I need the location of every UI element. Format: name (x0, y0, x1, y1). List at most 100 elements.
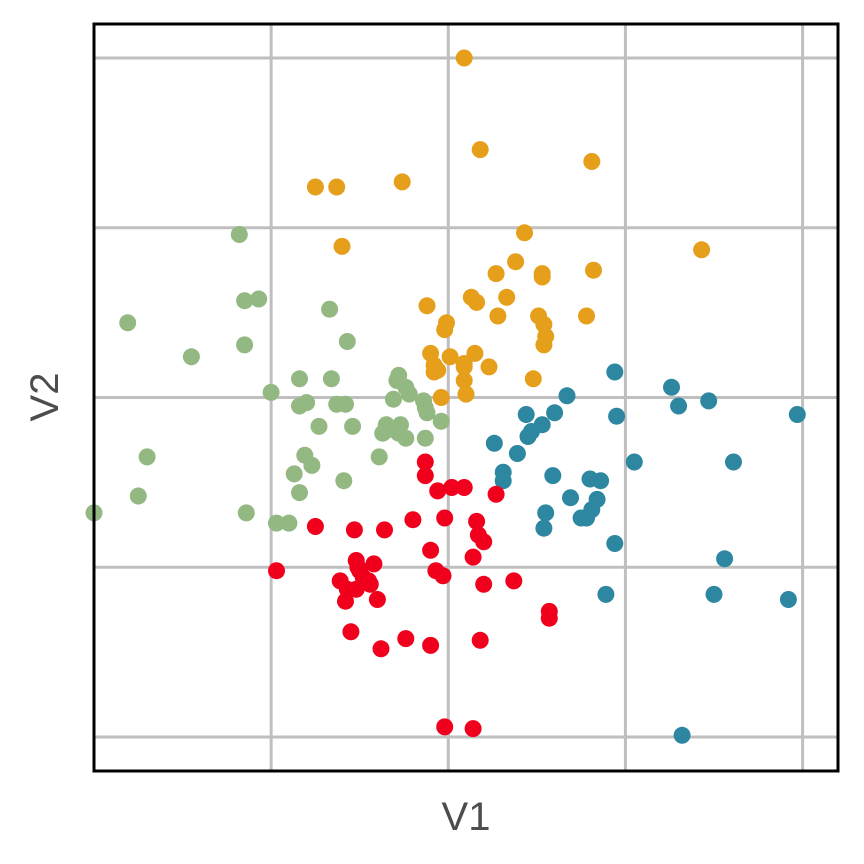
data-point (344, 417, 362, 435)
data-point (298, 394, 316, 412)
data-point (365, 555, 383, 573)
data-point (250, 290, 268, 308)
data-point (466, 344, 484, 362)
data-point (422, 541, 440, 559)
data-point (578, 307, 595, 325)
data-point (397, 630, 415, 648)
data-point (291, 370, 308, 388)
data-point (376, 521, 393, 539)
data-point (333, 237, 351, 255)
data-point (370, 448, 388, 466)
data-point (673, 726, 691, 744)
series-1 (306, 49, 711, 406)
data-point (310, 417, 328, 435)
data-point (262, 383, 280, 401)
data-point (537, 504, 555, 522)
data-point (384, 390, 402, 408)
gridlines (92, 24, 838, 771)
data-point (508, 445, 526, 462)
data-point (494, 472, 512, 490)
data-point (558, 387, 576, 405)
data-point (540, 609, 558, 627)
data-point (516, 224, 533, 242)
data-point (533, 268, 551, 286)
data-point (716, 550, 734, 568)
data-point (693, 241, 711, 259)
data-point (546, 404, 564, 422)
data-point (505, 572, 523, 590)
data-point (670, 397, 688, 415)
data-point (342, 623, 360, 641)
data-point (328, 178, 346, 196)
data-point (583, 153, 601, 170)
data-point (519, 428, 537, 445)
data-point (436, 718, 454, 736)
data-point (230, 226, 248, 243)
data-point (322, 370, 340, 388)
data-point (464, 548, 482, 566)
data-point (392, 416, 409, 434)
data-point (524, 370, 542, 388)
data-point (498, 288, 516, 306)
data-point (487, 485, 505, 503)
data-point (464, 720, 482, 738)
data-point (457, 385, 475, 403)
x-axis-title: V1 (442, 795, 491, 839)
data-point (337, 395, 354, 413)
data-point (361, 575, 379, 593)
data-point (306, 178, 324, 196)
data-point (268, 514, 285, 532)
series-4 (268, 453, 558, 738)
data-point (236, 292, 254, 310)
data-point (335, 472, 353, 490)
data-point (432, 412, 450, 430)
data-point (475, 533, 493, 551)
data-point (485, 434, 503, 452)
data-point (418, 404, 436, 422)
data-point (285, 465, 303, 483)
data-point (436, 321, 454, 339)
data-point (535, 519, 553, 537)
data-point (291, 484, 308, 502)
data-point (455, 49, 473, 67)
data-point (268, 562, 285, 580)
data-point (471, 631, 489, 649)
data-point (345, 521, 363, 539)
data-point (404, 511, 422, 529)
data-point (471, 141, 489, 159)
data-point (434, 567, 452, 585)
data-point (597, 585, 615, 603)
data-point (705, 585, 723, 603)
data-point (663, 378, 680, 396)
data-point (338, 333, 356, 350)
series-3 (485, 363, 806, 744)
data-point (129, 487, 147, 505)
data-point (397, 429, 415, 447)
data-point (585, 261, 602, 279)
data-point (487, 265, 505, 283)
data-point (608, 407, 626, 425)
data-point (517, 406, 535, 423)
data-point (455, 358, 473, 376)
data-point (625, 453, 643, 471)
data-point (578, 509, 595, 527)
data-point (606, 535, 624, 552)
data-point (393, 173, 411, 191)
data-point (562, 489, 579, 507)
data-point (237, 504, 255, 522)
data-point (480, 358, 498, 376)
y-axis-title: V2 (23, 373, 67, 422)
data-point (436, 509, 454, 527)
data-point (182, 348, 200, 366)
data-point (416, 429, 434, 447)
data-point (432, 389, 450, 406)
data-point (455, 372, 473, 389)
data-point (507, 253, 525, 271)
data-point (443, 479, 461, 496)
data-point (700, 392, 718, 410)
data-point (468, 512, 486, 530)
data-point (372, 640, 390, 658)
data-point (475, 575, 493, 593)
data-point (236, 336, 254, 354)
